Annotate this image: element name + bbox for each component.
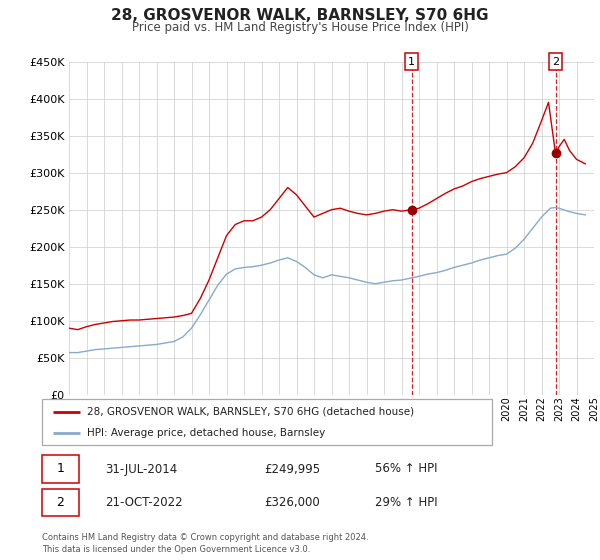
Text: 31-JUL-2014: 31-JUL-2014 (106, 463, 178, 475)
Text: 28, GROSVENOR WALK, BARNSLEY, S70 6HG: 28, GROSVENOR WALK, BARNSLEY, S70 6HG (111, 8, 489, 24)
Text: 2: 2 (552, 57, 559, 67)
Text: HPI: Average price, detached house, Barnsley: HPI: Average price, detached house, Barn… (87, 428, 325, 438)
Text: Contains HM Land Registry data © Crown copyright and database right 2024.
This d: Contains HM Land Registry data © Crown c… (42, 533, 368, 554)
Text: 56% ↑ HPI: 56% ↑ HPI (374, 463, 437, 475)
Text: 1: 1 (408, 57, 415, 67)
Text: 28, GROSVENOR WALK, BARNSLEY, S70 6HG (detached house): 28, GROSVENOR WALK, BARNSLEY, S70 6HG (d… (87, 407, 414, 417)
Text: 2: 2 (56, 496, 64, 509)
Text: £249,995: £249,995 (264, 463, 320, 475)
Text: Price paid vs. HM Land Registry's House Price Index (HPI): Price paid vs. HM Land Registry's House … (131, 21, 469, 34)
Text: 29% ↑ HPI: 29% ↑ HPI (374, 496, 437, 509)
FancyBboxPatch shape (42, 455, 79, 483)
FancyBboxPatch shape (42, 489, 79, 516)
Text: 1: 1 (56, 463, 64, 475)
Text: £326,000: £326,000 (264, 496, 320, 509)
Text: 21-OCT-2022: 21-OCT-2022 (106, 496, 183, 509)
FancyBboxPatch shape (42, 399, 492, 445)
